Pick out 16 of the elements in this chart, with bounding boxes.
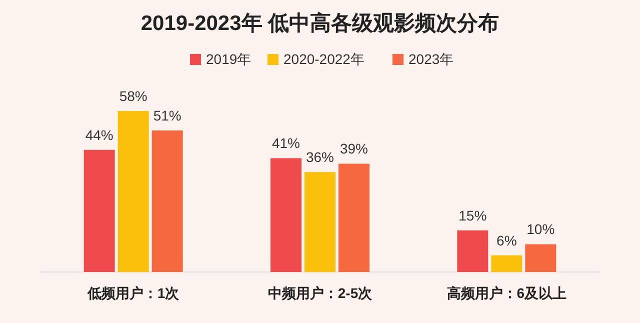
legend-label: 2019年 [206,51,252,67]
data-label: 39% [340,140,368,157]
data-label: 41% [272,135,300,152]
legend-label: 2023年 [408,51,454,67]
data-label: 44% [85,126,114,143]
chart-title: 2019-2023年 低中高各级观影频次分布 [140,11,500,35]
x-tick-label: 高频用户：6及以上 [446,285,567,301]
x-tick-label: 低频用户：1次 [86,285,180,301]
x-tick-label: 中频用户：2-5次 [268,285,374,301]
data-label: 58% [119,88,148,104]
data-label: 51% [153,107,182,124]
data-label: 10% [526,221,555,238]
data-label: 6% [496,232,517,248]
data-label: 15% [458,207,487,224]
data-label: 36% [306,149,334,166]
legend-label: 2020-2022年 [284,51,364,67]
